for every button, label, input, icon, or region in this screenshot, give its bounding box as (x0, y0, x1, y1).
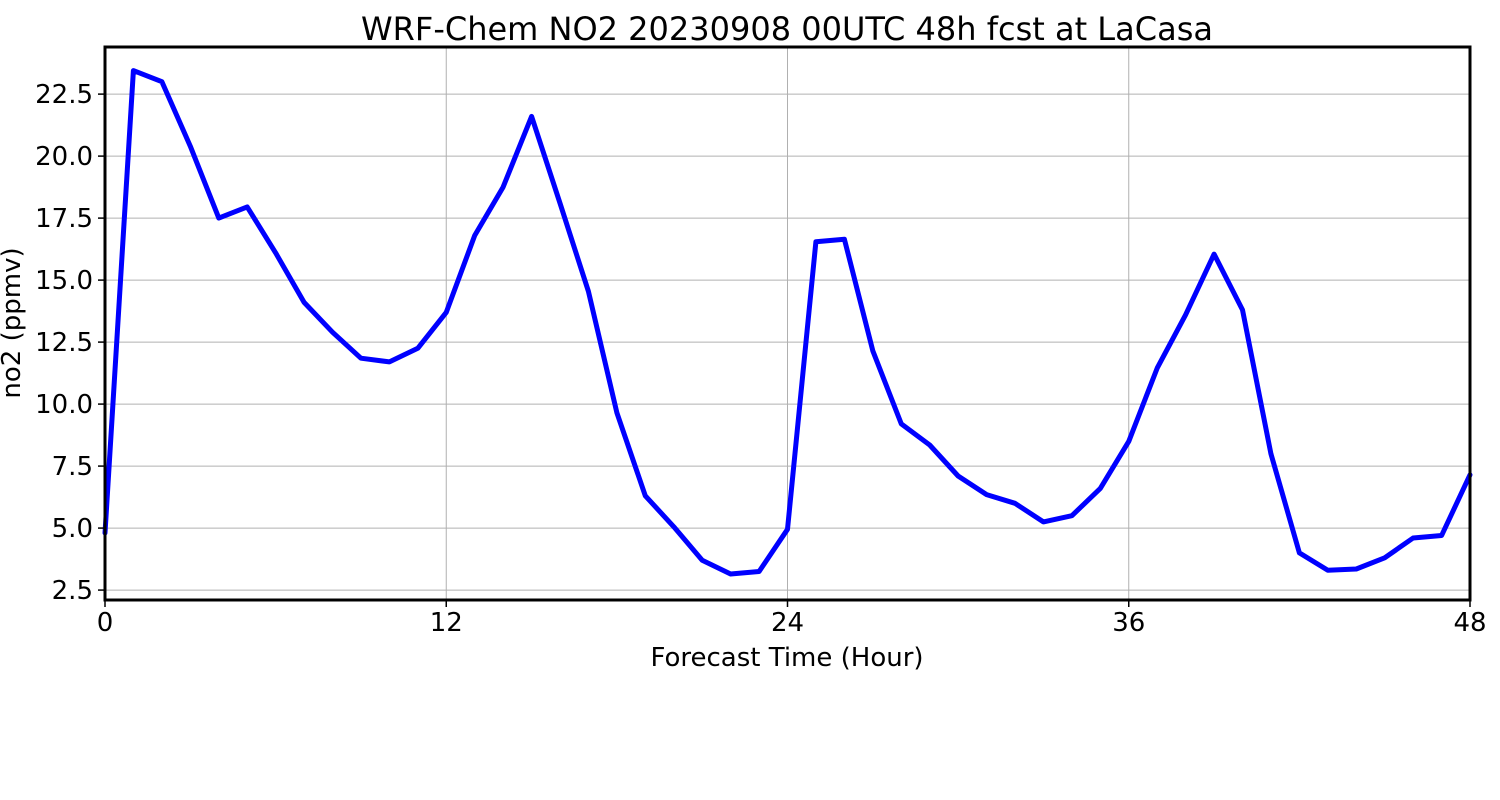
series-layer (102, 68, 1473, 577)
no2-series-line (102, 68, 1473, 577)
axis-ticks: 2.5 5.0 7.5 10.0 12.5 15.0 17.5 20.0 22.5 0 12 24 36… (35, 80, 1486, 638)
y-tick-label: 5.0 (52, 514, 93, 544)
y-tick-label: 17.5 (35, 204, 93, 234)
x-tick-label: 0 (97, 608, 114, 638)
x-tick-label: 36 (1112, 608, 1145, 638)
x-tick-label: 24 (771, 608, 804, 638)
y-tick-label: 7.5 (52, 452, 93, 482)
y-tick-label: 12.5 (35, 328, 93, 358)
x-axis-label: Forecast Time (Hour) (650, 643, 923, 673)
y-tick-label: 15.0 (35, 266, 93, 296)
y-tick-label: 10.0 (35, 390, 93, 420)
x-tick-label: 12 (430, 608, 463, 638)
x-tick-label: 48 (1453, 608, 1486, 638)
y-axis-label: no2 (ppmv) (0, 247, 27, 398)
chart-title: WRF-Chem NO2 20230908 00UTC 48h fcst at … (361, 10, 1213, 48)
y-tick-label: 2.5 (52, 576, 93, 606)
y-tick-label: 22.5 (35, 80, 93, 110)
y-tick-label: 20.0 (35, 142, 93, 172)
